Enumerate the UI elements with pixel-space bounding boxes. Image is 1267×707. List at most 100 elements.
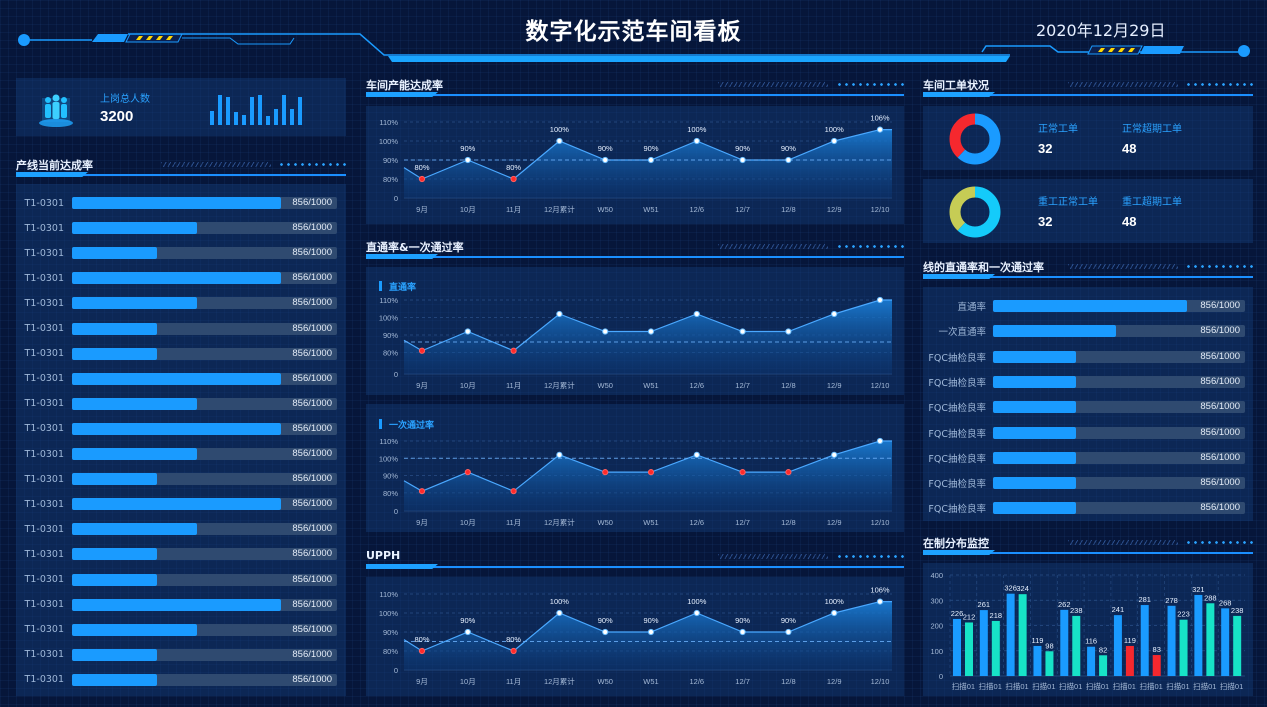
progress-row: T1-0301 856/1000 [16,221,346,235]
rework-normal-label: 重工正常工单 [1038,197,1098,208]
svg-text:W51: W51 [643,381,658,390]
spark-bar [242,115,246,125]
progress-fill [72,673,157,686]
svg-text:10月: 10月 [460,205,476,214]
progress-value: 856/1000 [1200,350,1240,362]
progress-row: 一次直通率 856/1000 [923,324,1253,338]
progress-track: 856/1000 [72,498,337,511]
svg-text:212: 212 [963,612,976,621]
svg-text:281: 281 [1138,595,1151,604]
progress-value: 856/1000 [1200,477,1240,489]
section-title: 车间产能达成率 [366,79,443,92]
section-title: 在制分布监控 [923,537,989,550]
progress-value: 856/1000 [292,648,332,660]
progress-value: 856/1000 [292,347,332,359]
progress-value: 856/1000 [292,523,332,535]
svg-text:80%: 80% [383,349,398,358]
progress-label: FQC抽检良率 [928,453,986,465]
section-title: 线的直通率和一次通过率 [923,261,1044,274]
progress-label: FQC抽检良率 [928,504,986,516]
progress-track: 856/1000 [72,197,337,209]
svg-text:12/6: 12/6 [689,677,704,686]
progress-row: FQC抽检良率 856/1000 [923,451,1253,465]
normal-orders-label: 正常工单 [1038,124,1078,135]
spark-bar [258,95,262,125]
svg-text:扫描01: 扫描01 [1113,681,1136,691]
progress-track: 856/1000 [993,350,1245,363]
progress-label: T1-0301 [24,473,64,485]
progress-fill [72,247,157,260]
progress-fill [993,426,1077,439]
svg-text:W51: W51 [643,205,658,214]
tab-accent [16,172,88,177]
section-title: 产线当前达成率 [16,159,93,172]
progress-track: 856/1000 [993,375,1245,388]
progress-label: FQC抽检良率 [928,377,986,389]
svg-text:12月累计: 12月累计 [544,517,575,527]
first-pass-area-chart: 0 80% 90% 100% 110% 9月 10月 11月 12月累计 W50 W51 12/6 12… [379,296,892,390]
rework-overdue-value: 48 [1122,214,1137,229]
svg-text:12/8: 12/8 [781,518,796,527]
rework-normal-value: 32 [1038,214,1053,229]
line-completion-header: 产线当前达成率 [16,157,346,177]
progress-track: 856/1000 [72,623,337,636]
section-title: UPPH [366,549,401,562]
progress-row: T1-0301 856/1000 [16,573,346,587]
progress-row: T1-0301 856/1000 [16,497,346,511]
progress-track: 856/1000 [72,297,337,310]
progress-value: 856/1000 [292,473,332,485]
svg-text:100%: 100% [825,597,845,606]
progress-label: T1-0301 [24,423,64,435]
svg-text:238: 238 [1070,606,1083,615]
svg-text:100%: 100% [550,597,570,606]
svg-text:90%: 90% [598,616,613,625]
progress-value: 856/1000 [1200,426,1240,438]
svg-text:12/7: 12/7 [735,677,750,686]
wip-header: 在制分布监控 [923,535,1253,555]
underline [16,174,346,176]
svg-text:90%: 90% [598,144,613,153]
progress-label: FQC抽检良率 [928,428,986,440]
svg-text:11月: 11月 [506,518,521,527]
progress-value: 856/1000 [292,372,332,384]
progress-fill [72,498,282,511]
svg-text:90%: 90% [781,144,796,153]
progress-row: FQC抽检良率 856/1000 [923,426,1253,440]
progress-track: 856/1000 [72,397,337,410]
svg-text:80%: 80% [506,163,521,172]
progress-fill [72,623,197,636]
hatch-decoration [161,162,271,167]
svg-text:90%: 90% [460,616,475,625]
svg-text:223: 223 [1177,610,1190,619]
progress-fill [72,573,157,586]
progress-label: T1-0301 [24,574,64,585]
progress-row: T1-0301 856/1000 [16,522,346,536]
svg-text:90%: 90% [643,616,658,625]
hatch-decoration [718,82,828,87]
progress-row: T1-0301 856/1000 [16,322,346,336]
progress-row: FQC抽检良率 856/1000 [923,400,1253,414]
svg-text:100%: 100% [379,454,399,463]
progress-value: 856/1000 [292,322,332,334]
progress-value: 856/1000 [1200,401,1240,413]
svg-text:12/9: 12/9 [827,205,842,214]
svg-text:12/9: 12/9 [827,518,842,527]
progress-row: T1-0301 856/1000 [16,623,346,637]
normal-orders-donut-chart [949,113,1001,165]
dots-decoration [1185,83,1253,86]
rework-orders-donut-chart [949,186,1001,238]
underline [923,94,1253,96]
progress-fill [72,297,197,310]
svg-text:扫描01: 扫描01 [1139,681,1162,691]
progress-row: T1-0301 856/1000 [16,648,346,662]
tab-accent [366,92,438,97]
line-completion-panel [16,184,346,696]
svg-text:80%: 80% [506,635,521,644]
progress-fill [993,375,1077,388]
svg-text:80%: 80% [414,635,429,644]
progress-label: T1-0301 [24,373,64,385]
progress-value: 856/1000 [292,197,332,208]
section-title: 直通率&一次通过率 [366,241,464,254]
hatch-decoration [1068,540,1178,545]
svg-text:110%: 110% [379,590,398,599]
